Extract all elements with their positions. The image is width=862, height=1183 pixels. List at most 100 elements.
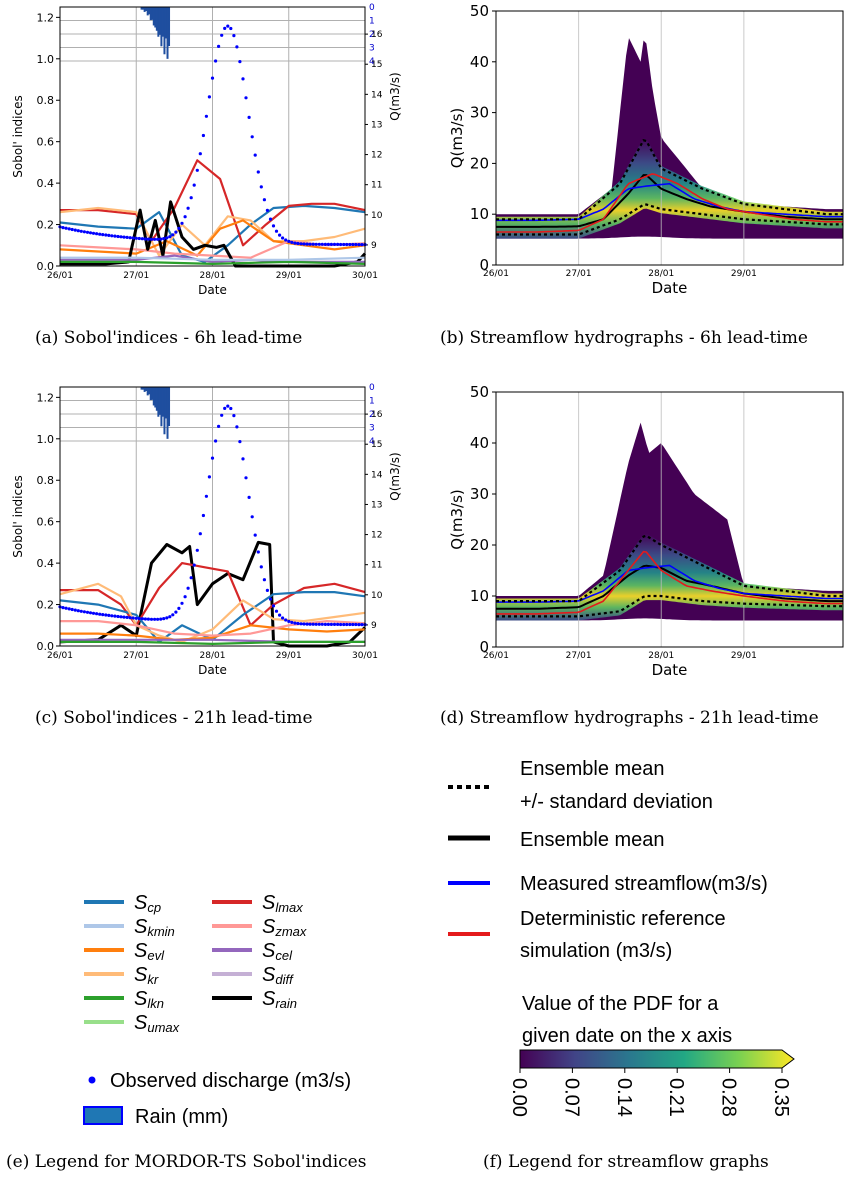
colorbar <box>519 1049 795 1069</box>
legend-label-kmin: Skmin <box>134 916 175 939</box>
observed-discharge-point <box>88 611 93 615</box>
x-tick-label: 26/01 <box>483 269 509 279</box>
observed-discharge-point <box>253 533 257 537</box>
y-tick-label: 30 <box>470 104 489 122</box>
x-tick-label: 26/01 <box>47 271 73 281</box>
series-zmax <box>60 620 366 637</box>
observed-discharge-point <box>336 242 340 246</box>
y-tick-label: 10 <box>470 205 489 223</box>
legend-sd-line1: Ensemble mean <box>520 758 665 780</box>
observed-discharge-point <box>323 242 327 246</box>
observed-discharge-point <box>265 208 269 212</box>
observed-discharge-point <box>320 622 324 626</box>
observed-discharge-point <box>198 532 202 536</box>
y-tick-label: 50 <box>470 383 489 401</box>
rain-bar <box>143 7 146 12</box>
series-lmax <box>60 562 366 627</box>
legend-label-cp: Scp <box>134 892 161 915</box>
observed-discharge-point <box>308 242 312 246</box>
observed-discharge-point <box>342 242 346 247</box>
observed-discharge-point <box>183 595 187 599</box>
x-tick-label: 27/01 <box>566 651 592 661</box>
y-tick-label: 20 <box>470 536 489 554</box>
y-tick-label: 50 <box>470 2 489 20</box>
observed-discharge-point <box>189 576 193 580</box>
rain-bar <box>166 387 169 439</box>
observed-discharge-point <box>259 185 263 189</box>
rain-bar <box>145 7 148 12</box>
observed-discharge-point <box>146 237 150 241</box>
x-tick-label: 28/01 <box>200 651 226 661</box>
observed-discharge-point <box>116 234 120 239</box>
observed-discharge-point <box>101 233 105 237</box>
rain-bar <box>152 7 155 26</box>
observed-discharge-point <box>137 236 141 241</box>
observed-discharge-point <box>73 228 77 232</box>
rain-tick-label: 4 <box>369 437 375 447</box>
observed-discharge-point <box>159 237 163 241</box>
rain-tick-label: 1 <box>369 397 375 407</box>
x-axis-label: Date <box>198 663 227 677</box>
observed-discharge-point <box>299 242 303 246</box>
observed-discharge-point <box>79 609 83 613</box>
rain-bar <box>142 387 145 390</box>
y-tick-label: 0.2 <box>37 219 55 232</box>
caption-c: (c) Sobol'indices - 21h lead-time <box>35 708 313 728</box>
rain-bar <box>151 387 154 400</box>
observed-discharge-point <box>95 612 99 616</box>
rain-tick-label: 3 <box>369 44 375 54</box>
series-evl <box>59 219 366 257</box>
observed-discharge-point <box>91 611 96 615</box>
series-measured <box>496 182 843 222</box>
rain-tick-label: 2 <box>369 410 375 420</box>
y-tick-label: 0 <box>479 638 489 656</box>
y2-tick-label: 10 <box>371 591 383 601</box>
y-tick-label: 0.6 <box>37 136 55 149</box>
observed-discharge-point <box>128 236 132 240</box>
y2-tick-label: 13 <box>371 500 382 510</box>
observed-discharge-point <box>232 34 236 38</box>
observed-discharge-point <box>104 613 108 617</box>
observed-discharge-point <box>256 550 260 554</box>
observed-discharge-point <box>149 617 154 621</box>
observed-discharge-point <box>357 243 361 247</box>
observed-discharge-point <box>265 588 269 593</box>
observed-discharge-point <box>171 233 175 237</box>
observed-discharge-point <box>339 242 343 247</box>
observed-discharge-point <box>165 236 169 240</box>
observed-discharge-point <box>241 77 245 81</box>
rain-bar <box>142 7 145 10</box>
observed-discharge-point <box>180 601 184 605</box>
y-tick-label: 0.0 <box>37 640 55 653</box>
observed-discharge-point <box>88 231 93 235</box>
observed-discharge-point <box>177 226 181 230</box>
observed-discharge-point <box>153 617 157 621</box>
observed-discharge-point <box>131 236 135 240</box>
chart-b: 26/01 27/01 28/01 29/01 0 10 20 30 40 50 Date Q(m3/… <box>448 2 844 297</box>
observed-discharge-point <box>271 224 276 228</box>
rain-bar <box>149 387 152 401</box>
observed-discharge-point <box>153 237 157 241</box>
observed-discharge-point <box>259 565 263 569</box>
colorbar-ticks: 0.00 0.07 0.14 0.21 0.28 0.35 <box>508 1068 792 1117</box>
rain-swatch-icon <box>83 1106 123 1125</box>
rain-bar <box>161 387 164 417</box>
observed-discharge-point <box>244 476 248 480</box>
observed-discharge-point <box>302 242 306 246</box>
observed-discharge-point <box>299 622 303 626</box>
observed-discharge-point <box>238 440 242 444</box>
observed-discharge-point <box>210 456 215 460</box>
observed-discharge-point <box>125 235 129 239</box>
rain-bar <box>157 7 160 37</box>
observed-discharge-point <box>241 457 245 461</box>
observed-discharge-point <box>116 614 120 619</box>
observed-discharge-point <box>262 578 266 582</box>
observed-discharge-point <box>223 406 227 410</box>
legend-label-evl: Sevl <box>134 940 165 963</box>
series-mean_minus_sd <box>496 203 843 236</box>
observed-discharge-point <box>64 606 68 610</box>
observed-discharge-point <box>201 513 205 518</box>
series-measured <box>496 564 843 603</box>
y-tick-label: 1.2 <box>37 11 55 24</box>
